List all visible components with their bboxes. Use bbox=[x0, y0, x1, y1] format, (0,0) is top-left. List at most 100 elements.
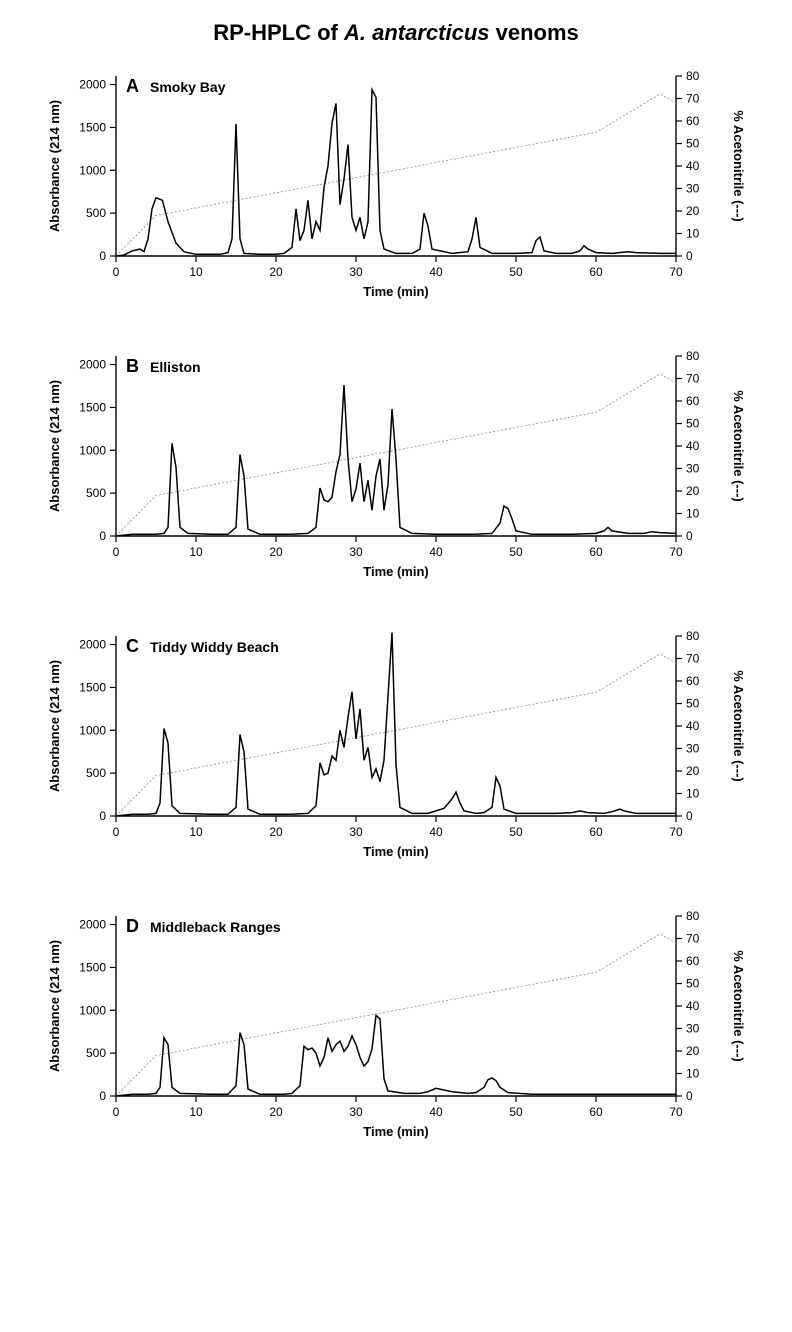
svg-text:50: 50 bbox=[509, 265, 523, 279]
panel-subtitle: Middleback Ranges bbox=[150, 919, 281, 935]
svg-text:1500: 1500 bbox=[79, 120, 106, 134]
svg-text:30: 30 bbox=[686, 182, 700, 196]
svg-text:30: 30 bbox=[349, 265, 363, 279]
svg-text:10: 10 bbox=[189, 825, 203, 839]
svg-text:% Acetonitrile (---): % Acetonitrile (---) bbox=[731, 670, 746, 781]
svg-text:60: 60 bbox=[589, 265, 603, 279]
svg-text:80: 80 bbox=[686, 349, 700, 363]
svg-text:1500: 1500 bbox=[79, 680, 106, 694]
svg-text:Time (min): Time (min) bbox=[363, 1124, 429, 1139]
svg-text:70: 70 bbox=[669, 545, 683, 559]
svg-text:10: 10 bbox=[189, 265, 203, 279]
svg-text:0: 0 bbox=[686, 809, 693, 823]
svg-text:% Acetonitrile (---): % Acetonitrile (---) bbox=[731, 950, 746, 1061]
svg-text:80: 80 bbox=[686, 629, 700, 643]
svg-text:40: 40 bbox=[686, 439, 700, 453]
svg-text:0: 0 bbox=[113, 1105, 120, 1119]
panel-letter: C bbox=[126, 636, 139, 656]
svg-text:20: 20 bbox=[686, 1044, 700, 1058]
svg-text:60: 60 bbox=[686, 394, 700, 408]
svg-text:20: 20 bbox=[686, 764, 700, 778]
panel-letter: B bbox=[126, 356, 139, 376]
chromatogram-panel: 010203040506070Time (min)050010001500200… bbox=[41, 906, 751, 1151]
svg-text:30: 30 bbox=[349, 825, 363, 839]
panel-letter: D bbox=[126, 916, 139, 936]
title-suffix: venoms bbox=[490, 20, 579, 45]
svg-text:500: 500 bbox=[86, 1046, 106, 1060]
svg-text:20: 20 bbox=[686, 204, 700, 218]
svg-text:Absorbance (214 nm): Absorbance (214 nm) bbox=[47, 100, 62, 232]
chromatogram-trace bbox=[116, 633, 676, 816]
svg-text:% Acetonitrile (---): % Acetonitrile (---) bbox=[731, 390, 746, 501]
svg-text:60: 60 bbox=[686, 114, 700, 128]
svg-text:60: 60 bbox=[589, 545, 603, 559]
svg-text:70: 70 bbox=[669, 1105, 683, 1119]
svg-text:1500: 1500 bbox=[79, 960, 106, 974]
chromatogram-panel: 010203040506070Time (min)050010001500200… bbox=[41, 346, 751, 591]
panel: 010203040506070Time (min)050010001500200… bbox=[41, 66, 751, 316]
title-italic: A. antarcticus bbox=[344, 20, 490, 45]
svg-text:50: 50 bbox=[686, 417, 700, 431]
svg-text:20: 20 bbox=[269, 265, 283, 279]
svg-text:0: 0 bbox=[99, 809, 106, 823]
svg-text:0: 0 bbox=[686, 529, 693, 543]
svg-text:0: 0 bbox=[99, 249, 106, 263]
svg-text:40: 40 bbox=[686, 719, 700, 733]
gradient-trace bbox=[116, 94, 676, 256]
svg-text:2000: 2000 bbox=[79, 358, 106, 372]
svg-text:40: 40 bbox=[429, 825, 443, 839]
svg-text:0: 0 bbox=[113, 545, 120, 559]
svg-text:50: 50 bbox=[509, 1105, 523, 1119]
svg-text:2000: 2000 bbox=[79, 918, 106, 932]
svg-text:30: 30 bbox=[686, 742, 700, 756]
svg-text:0: 0 bbox=[113, 265, 120, 279]
svg-text:40: 40 bbox=[429, 545, 443, 559]
panel-stack: 010203040506070Time (min)050010001500200… bbox=[0, 66, 792, 1156]
figure-title: RP-HPLC of A. antarcticus venoms bbox=[0, 20, 792, 46]
svg-text:70: 70 bbox=[686, 932, 700, 946]
svg-text:10: 10 bbox=[686, 1067, 700, 1081]
svg-text:20: 20 bbox=[269, 1105, 283, 1119]
panel: 010203040506070Time (min)050010001500200… bbox=[41, 906, 751, 1156]
svg-text:70: 70 bbox=[669, 265, 683, 279]
svg-text:80: 80 bbox=[686, 909, 700, 923]
chromatogram-trace bbox=[116, 90, 676, 256]
svg-text:20: 20 bbox=[686, 484, 700, 498]
svg-text:500: 500 bbox=[86, 206, 106, 220]
svg-text:Absorbance (214 nm): Absorbance (214 nm) bbox=[47, 660, 62, 792]
svg-text:1000: 1000 bbox=[79, 443, 106, 457]
svg-text:Time (min): Time (min) bbox=[363, 564, 429, 579]
svg-text:500: 500 bbox=[86, 486, 106, 500]
svg-text:60: 60 bbox=[686, 954, 700, 968]
svg-text:50: 50 bbox=[686, 137, 700, 151]
svg-text:1000: 1000 bbox=[79, 723, 106, 737]
svg-text:40: 40 bbox=[686, 159, 700, 173]
svg-text:50: 50 bbox=[509, 545, 523, 559]
svg-text:70: 70 bbox=[686, 652, 700, 666]
svg-text:Absorbance (214 nm): Absorbance (214 nm) bbox=[47, 380, 62, 512]
svg-text:20: 20 bbox=[269, 545, 283, 559]
svg-text:40: 40 bbox=[429, 1105, 443, 1119]
svg-text:2000: 2000 bbox=[79, 638, 106, 652]
svg-text:60: 60 bbox=[589, 1105, 603, 1119]
svg-text:70: 70 bbox=[686, 92, 700, 106]
panel: 010203040506070Time (min)050010001500200… bbox=[41, 626, 751, 876]
chromatogram-panel: 010203040506070Time (min)050010001500200… bbox=[41, 66, 751, 311]
svg-text:Time (min): Time (min) bbox=[363, 284, 429, 299]
svg-text:1000: 1000 bbox=[79, 163, 106, 177]
svg-text:10: 10 bbox=[189, 545, 203, 559]
svg-text:2000: 2000 bbox=[79, 78, 106, 92]
svg-text:0: 0 bbox=[113, 825, 120, 839]
svg-text:0: 0 bbox=[99, 529, 106, 543]
svg-text:80: 80 bbox=[686, 69, 700, 83]
gradient-trace bbox=[116, 654, 676, 816]
svg-text:50: 50 bbox=[686, 977, 700, 991]
svg-text:1000: 1000 bbox=[79, 1003, 106, 1017]
svg-text:30: 30 bbox=[349, 1105, 363, 1119]
svg-text:30: 30 bbox=[349, 545, 363, 559]
svg-text:10: 10 bbox=[686, 787, 700, 801]
svg-text:0: 0 bbox=[686, 249, 693, 263]
panel-letter: A bbox=[126, 76, 139, 96]
svg-text:60: 60 bbox=[686, 674, 700, 688]
panel: 010203040506070Time (min)050010001500200… bbox=[41, 346, 751, 596]
